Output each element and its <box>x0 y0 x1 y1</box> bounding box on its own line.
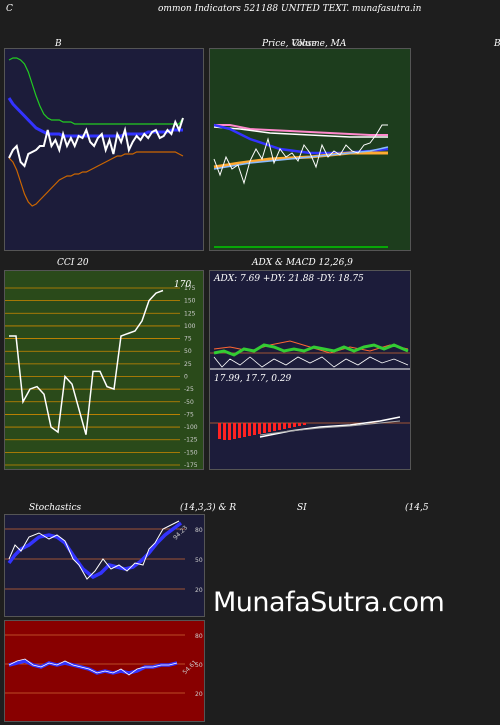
adx-panel-title: ADX & MACD 12,26,9 <box>252 258 353 268</box>
price-panel-next-title: B <box>494 39 500 49</box>
cci-level-label: -50 <box>184 399 194 406</box>
rsi-chart: 80 50 20 54.61 <box>5 633 203 698</box>
price-panel <box>209 48 411 251</box>
cci-level-label: 50 <box>184 348 192 355</box>
page-title-initial: C <box>6 4 13 14</box>
bb-price-line <box>8 117 184 168</box>
rsi-panel: 80 50 20 54.61 <box>4 620 205 722</box>
cci-level-label: 0 <box>184 374 188 381</box>
stoch-level-80-label: 80 <box>195 527 203 534</box>
adx-values: ADX: 7.69 +DY: 21.88 -DY: 18.75 <box>214 274 364 284</box>
rsi-panel-title: SI <box>297 503 307 513</box>
price-ma-line-lightblue <box>213 146 389 170</box>
bb-panel <box>4 48 204 251</box>
cci-level-label: -75 <box>184 411 194 418</box>
bb-panel-title: B <box>55 39 62 49</box>
cci-level-label: 25 <box>184 361 192 368</box>
bb-lower-line <box>8 151 184 207</box>
watermark: MunafaSutra.com <box>213 587 445 618</box>
cci-level-label: -100 <box>184 424 198 431</box>
stoch-panel: 80 50 20 94.23 <box>4 514 205 617</box>
price-panel-title: Price, Volume, MA <box>262 39 347 49</box>
cci-level-label: -125 <box>184 437 198 444</box>
cci-chart: 175 150 125 100 75 50 25 0 -25 -50 -75 -100 -125 -150… <box>5 280 198 469</box>
cci-level-label: -150 <box>184 449 198 456</box>
cci-level-label: -175 <box>184 462 198 469</box>
macd-values: 17.99, 17.7, 0.29 <box>214 374 292 384</box>
price-ma-line-pink <box>214 124 388 136</box>
cci-level-label: 100 <box>184 323 196 330</box>
stoch-level-50-label: 50 <box>195 557 203 564</box>
cci-line <box>9 289 164 435</box>
macd-signal-line <box>259 420 401 436</box>
adx-minus-di-line <box>213 356 409 368</box>
cci-panel: 175 150 125 100 75 50 25 0 -25 -50 -75 -100 -125 -150… <box>4 270 204 470</box>
price-ma-line-white <box>213 126 388 138</box>
rsi-level-80-label: 80 <box>195 633 203 640</box>
stoch-panel-title: Stochastics <box>29 503 82 513</box>
stoch-panel-params: (14,3,3) & R <box>180 503 237 513</box>
cci-level-label: 75 <box>184 336 192 343</box>
cci-panel-title: CCI 20 <box>57 258 89 268</box>
price-close-line <box>213 124 388 185</box>
rsi-thin-line <box>8 658 178 676</box>
adx-line <box>213 343 409 357</box>
macd-histogram <box>218 423 306 440</box>
cci-level-label: 125 <box>184 310 196 317</box>
cci-level-label: 175 <box>184 285 196 292</box>
bb-upper-line <box>8 57 184 125</box>
bb-chart <box>7 57 184 207</box>
price-chart <box>213 123 389 248</box>
cci-level-label: -25 <box>184 386 194 393</box>
rsi-level-50-label: 50 <box>195 662 203 669</box>
rsi-level-20-label: 20 <box>195 691 203 698</box>
rsi-panel-params: (14,5 <box>405 503 429 513</box>
page-title: ommon Indicators 521188 UNITED TEXT. mun… <box>158 4 422 14</box>
cci-level-label: 150 <box>184 298 196 305</box>
cci-last-label: 170 <box>174 280 191 290</box>
adx-macd-chart <box>210 340 410 440</box>
stoch-chart: 80 50 20 94.23 <box>5 520 203 594</box>
stoch-d-line <box>7 521 183 580</box>
adx-panel: ADX: 7.69 +DY: 21.88 -DY: 18.75 17.99, 1… <box>209 270 411 470</box>
price-panel-title-overlay: Close <box>292 39 318 49</box>
stoch-k-line <box>8 520 180 580</box>
stoch-level-20-label: 20 <box>195 587 203 594</box>
